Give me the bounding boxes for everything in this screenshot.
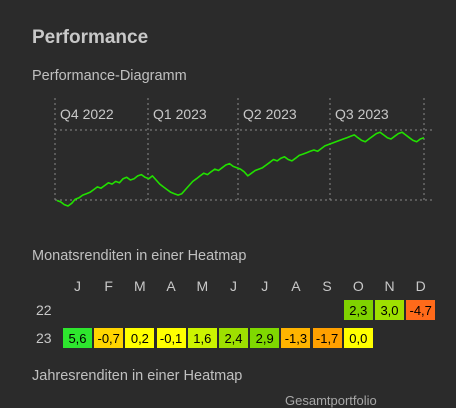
heatmap-cell: -1,3 (280, 327, 312, 349)
cutoff-text: Gesamtportfolio (285, 393, 377, 408)
page-title: Performance (32, 27, 149, 48)
heatmap-cell: -1,7 (311, 327, 343, 349)
month-header: J (261, 278, 269, 294)
heatmap-cell: 2,3 (342, 299, 374, 321)
quarter-label: Q2 2023 (243, 106, 297, 122)
month-header: S (322, 278, 332, 294)
heatmap-cell: -0,1 (155, 327, 187, 349)
month-header: D (415, 278, 426, 294)
heatmap-cell: -4,7 (405, 299, 437, 321)
quarter-label: Q4 2022 (60, 106, 114, 122)
heatmap-cell: -0,7 (93, 327, 125, 349)
heatmap-cell: 1,6 (186, 327, 218, 349)
quarter-label: Q3 2023 (335, 106, 389, 122)
month-header: N (384, 278, 395, 294)
month-header: F (104, 278, 113, 294)
yearly-section-label: Jahresrenditen in einer Heatmap (32, 368, 243, 384)
month-header: M (196, 278, 209, 294)
month-header: O (352, 278, 364, 294)
month-header: A (166, 278, 176, 294)
heatmap-cell: 0,0 (342, 327, 374, 349)
year-label: 22 (36, 302, 52, 318)
performance-chart: Q4 2022 Q1 2023 Q2 2023 Q3 2023 (54, 98, 432, 207)
heatmap-cell: 2,4 (218, 327, 249, 349)
month-header: M (134, 278, 146, 294)
month-header: A (291, 278, 301, 294)
heatmap-cell: 5,6 (62, 327, 93, 349)
heatmap-section-label: Monatsrenditen in einer Heatmap (32, 248, 247, 264)
quarter-label: Q1 2023 (153, 106, 207, 122)
year-label: 23 (36, 330, 52, 346)
month-header: J (230, 278, 237, 294)
chart-section-label: Performance-Diagramm (32, 68, 187, 84)
heatmap-cell: 0,2 (124, 327, 156, 349)
month-header: J (74, 278, 81, 294)
heatmap-cell: 3,0 (374, 299, 405, 321)
performance-series-line (56, 131, 425, 207)
heatmap-cell: 2,9 (249, 327, 281, 349)
